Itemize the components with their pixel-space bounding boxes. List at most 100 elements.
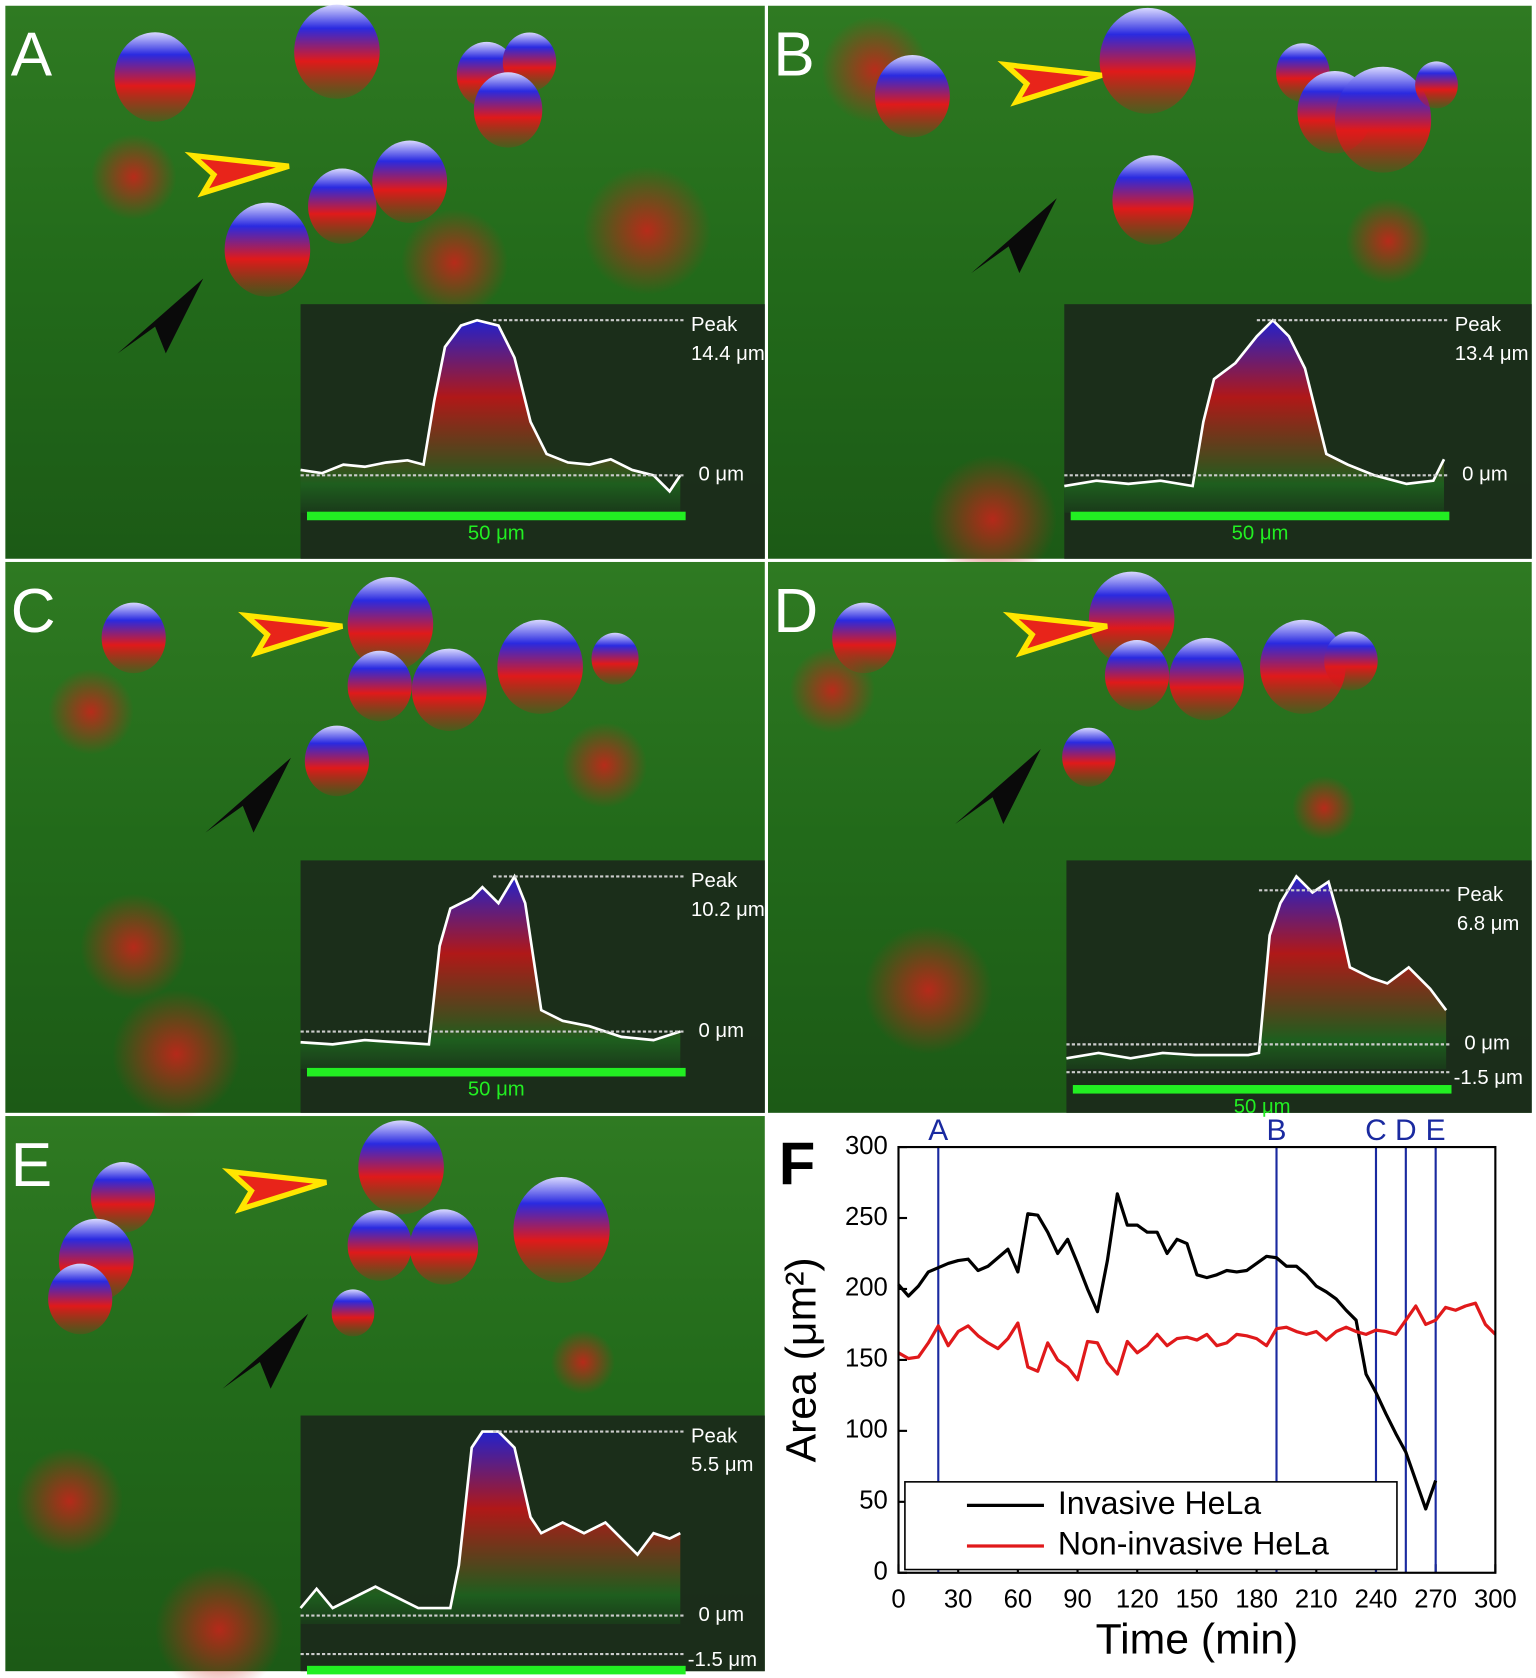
panel-label: E — [11, 1131, 52, 1200]
profile-line — [1064, 318, 1446, 488]
cell-mound — [308, 168, 377, 244]
profile-inset: Peak 10.2 μm 0 μm 50 μm — [300, 860, 765, 1113]
profile-fill — [1066, 876, 1447, 1069]
cell-mound — [224, 202, 311, 297]
baseline-label: -1.5 μm — [1454, 1067, 1523, 1089]
zero-label: 0 μm — [698, 464, 744, 486]
image-panel: E Peak 5.5 μm 0 μm -1.5 μm 50 μm — [5, 1116, 765, 1678]
black-arrowhead — [222, 1313, 309, 1389]
cell-mound — [331, 1289, 375, 1337]
scale-bar — [306, 1067, 686, 1077]
profile-line — [300, 873, 681, 1046]
scale-label: 50 μm — [1234, 1096, 1291, 1118]
peak-label: Peak — [691, 870, 738, 892]
cell-mound — [372, 140, 448, 223]
red-region — [401, 208, 509, 316]
peak-value: 14.4 μm — [691, 343, 765, 365]
image-panel: A Peak 14.4 μm 0 μm 50 μm — [5, 4, 765, 559]
cell-mound — [1334, 66, 1432, 173]
peak-value: 6.8 μm — [1457, 913, 1520, 935]
red-region — [112, 989, 241, 1119]
peak-value: 13.4 μm — [1455, 343, 1529, 365]
y-tick-label: 0 — [874, 1558, 888, 1586]
red-region — [582, 166, 712, 295]
red-region — [155, 1565, 284, 1678]
red-region — [16, 1447, 124, 1555]
x-tick-label: 60 — [1004, 1585, 1033, 1613]
panel-label: A — [11, 21, 53, 90]
panel-label: B — [773, 21, 814, 90]
peak-value: 5.5 μm — [691, 1454, 754, 1476]
y-tick-label: 150 — [845, 1345, 888, 1373]
x-tick-label: 90 — [1063, 1585, 1092, 1613]
series-line — [897, 1301, 1497, 1382]
cell-mound — [1415, 61, 1458, 109]
scale-bar — [1072, 1085, 1452, 1094]
image-panel: C Peak 10.2 μm 0 μm 50 μm — [5, 561, 765, 1119]
cell-mound — [101, 602, 166, 674]
profile-line — [1066, 874, 1448, 1060]
peak-value: 10.2 μm — [691, 899, 765, 921]
x-axis-label: Time (min) — [1096, 1616, 1299, 1664]
x-tick-label: 120 — [1116, 1585, 1159, 1613]
scale-label: 50 μm — [1232, 523, 1289, 545]
red-region — [90, 134, 177, 220]
scale-bar — [1070, 511, 1450, 521]
marker-label: A — [928, 1114, 948, 1147]
yellow-arrowhead — [184, 151, 290, 198]
series-line — [897, 1192, 1438, 1511]
cell-mound — [473, 72, 543, 148]
x-tick-label: 270 — [1414, 1585, 1457, 1613]
legend-label: Non-invasive HeLa — [1058, 1525, 1329, 1561]
cell-mound — [347, 576, 434, 672]
legend-box — [904, 1481, 1398, 1571]
profile-inset: Peak 13.4 μm 0 μm 50 μm — [1064, 304, 1532, 559]
legend-label: Invasive HeLa — [1058, 1485, 1261, 1521]
profile-inset: Peak 5.5 μm 0 μm -1.5 μm 50 μm — [299, 1415, 765, 1678]
panel-label: F — [779, 1130, 816, 1197]
y-tick-label: 200 — [845, 1274, 888, 1302]
y-tick-label: 100 — [845, 1416, 888, 1444]
profile-line — [300, 318, 682, 494]
yellow-arrowhead — [1002, 611, 1108, 658]
red-region — [48, 668, 134, 755]
zero-label: 0 μm — [698, 1604, 744, 1626]
cell-mound — [304, 725, 370, 797]
red-region — [864, 925, 993, 1054]
y-tick-label: 300 — [845, 1132, 888, 1160]
profile-fill — [300, 1431, 681, 1625]
cell-mound — [874, 54, 950, 138]
cell-mound — [1062, 727, 1116, 787]
marker-label: B — [1267, 1114, 1287, 1147]
cell-mound — [832, 602, 897, 674]
plot-frame — [897, 1145, 1497, 1574]
cell-mound — [294, 4, 380, 99]
red-region — [550, 1329, 616, 1395]
cell-mound — [1099, 7, 1196, 114]
x-tick-label: 240 — [1355, 1585, 1398, 1613]
x-tick-label: 180 — [1235, 1585, 1278, 1613]
scale-bar — [306, 1665, 686, 1675]
panel-label: C — [11, 577, 56, 646]
scale-label: 50 μm — [468, 523, 525, 545]
cell-mound — [1088, 571, 1175, 666]
x-tick-label: 300 — [1474, 1585, 1517, 1613]
cell-mound — [1260, 619, 1346, 714]
cell-mound — [1324, 631, 1378, 691]
scale-label: 50 μm — [468, 1677, 525, 1678]
cell-mound — [347, 650, 412, 722]
y-tick-label: 250 — [845, 1203, 888, 1231]
marker-label: C — [1365, 1114, 1387, 1147]
peak-label: Peak — [691, 1425, 738, 1447]
cell-mound — [114, 32, 196, 122]
image-panel: B Peak 13.4 μm 0 μm 50 μm — [768, 5, 1532, 584]
x-tick-label: 0 — [891, 1585, 905, 1613]
zero-label: 0 μm — [1464, 1033, 1510, 1055]
yellow-arrowhead — [222, 1168, 328, 1214]
cell-mound — [1169, 637, 1244, 721]
marker-label: D — [1395, 1114, 1417, 1147]
zero-label: 0 μm — [698, 1020, 744, 1042]
x-tick-label: 150 — [1176, 1585, 1219, 1613]
profile-fill — [1064, 320, 1445, 513]
